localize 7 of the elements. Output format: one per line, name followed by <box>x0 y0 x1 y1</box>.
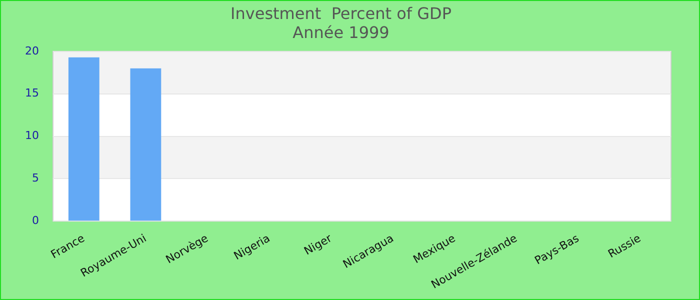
chart-title: Investment Percent of GDP <box>230 4 452 23</box>
y-tick-label: 5 <box>32 172 39 185</box>
chart-subtitle: Année 1999 <box>292 22 390 42</box>
y-tick-label: 10 <box>24 129 39 142</box>
y-tick-label: 0 <box>32 214 39 227</box>
y-tick-label: 20 <box>24 44 39 58</box>
y-tick-label: 15 <box>24 86 39 100</box>
